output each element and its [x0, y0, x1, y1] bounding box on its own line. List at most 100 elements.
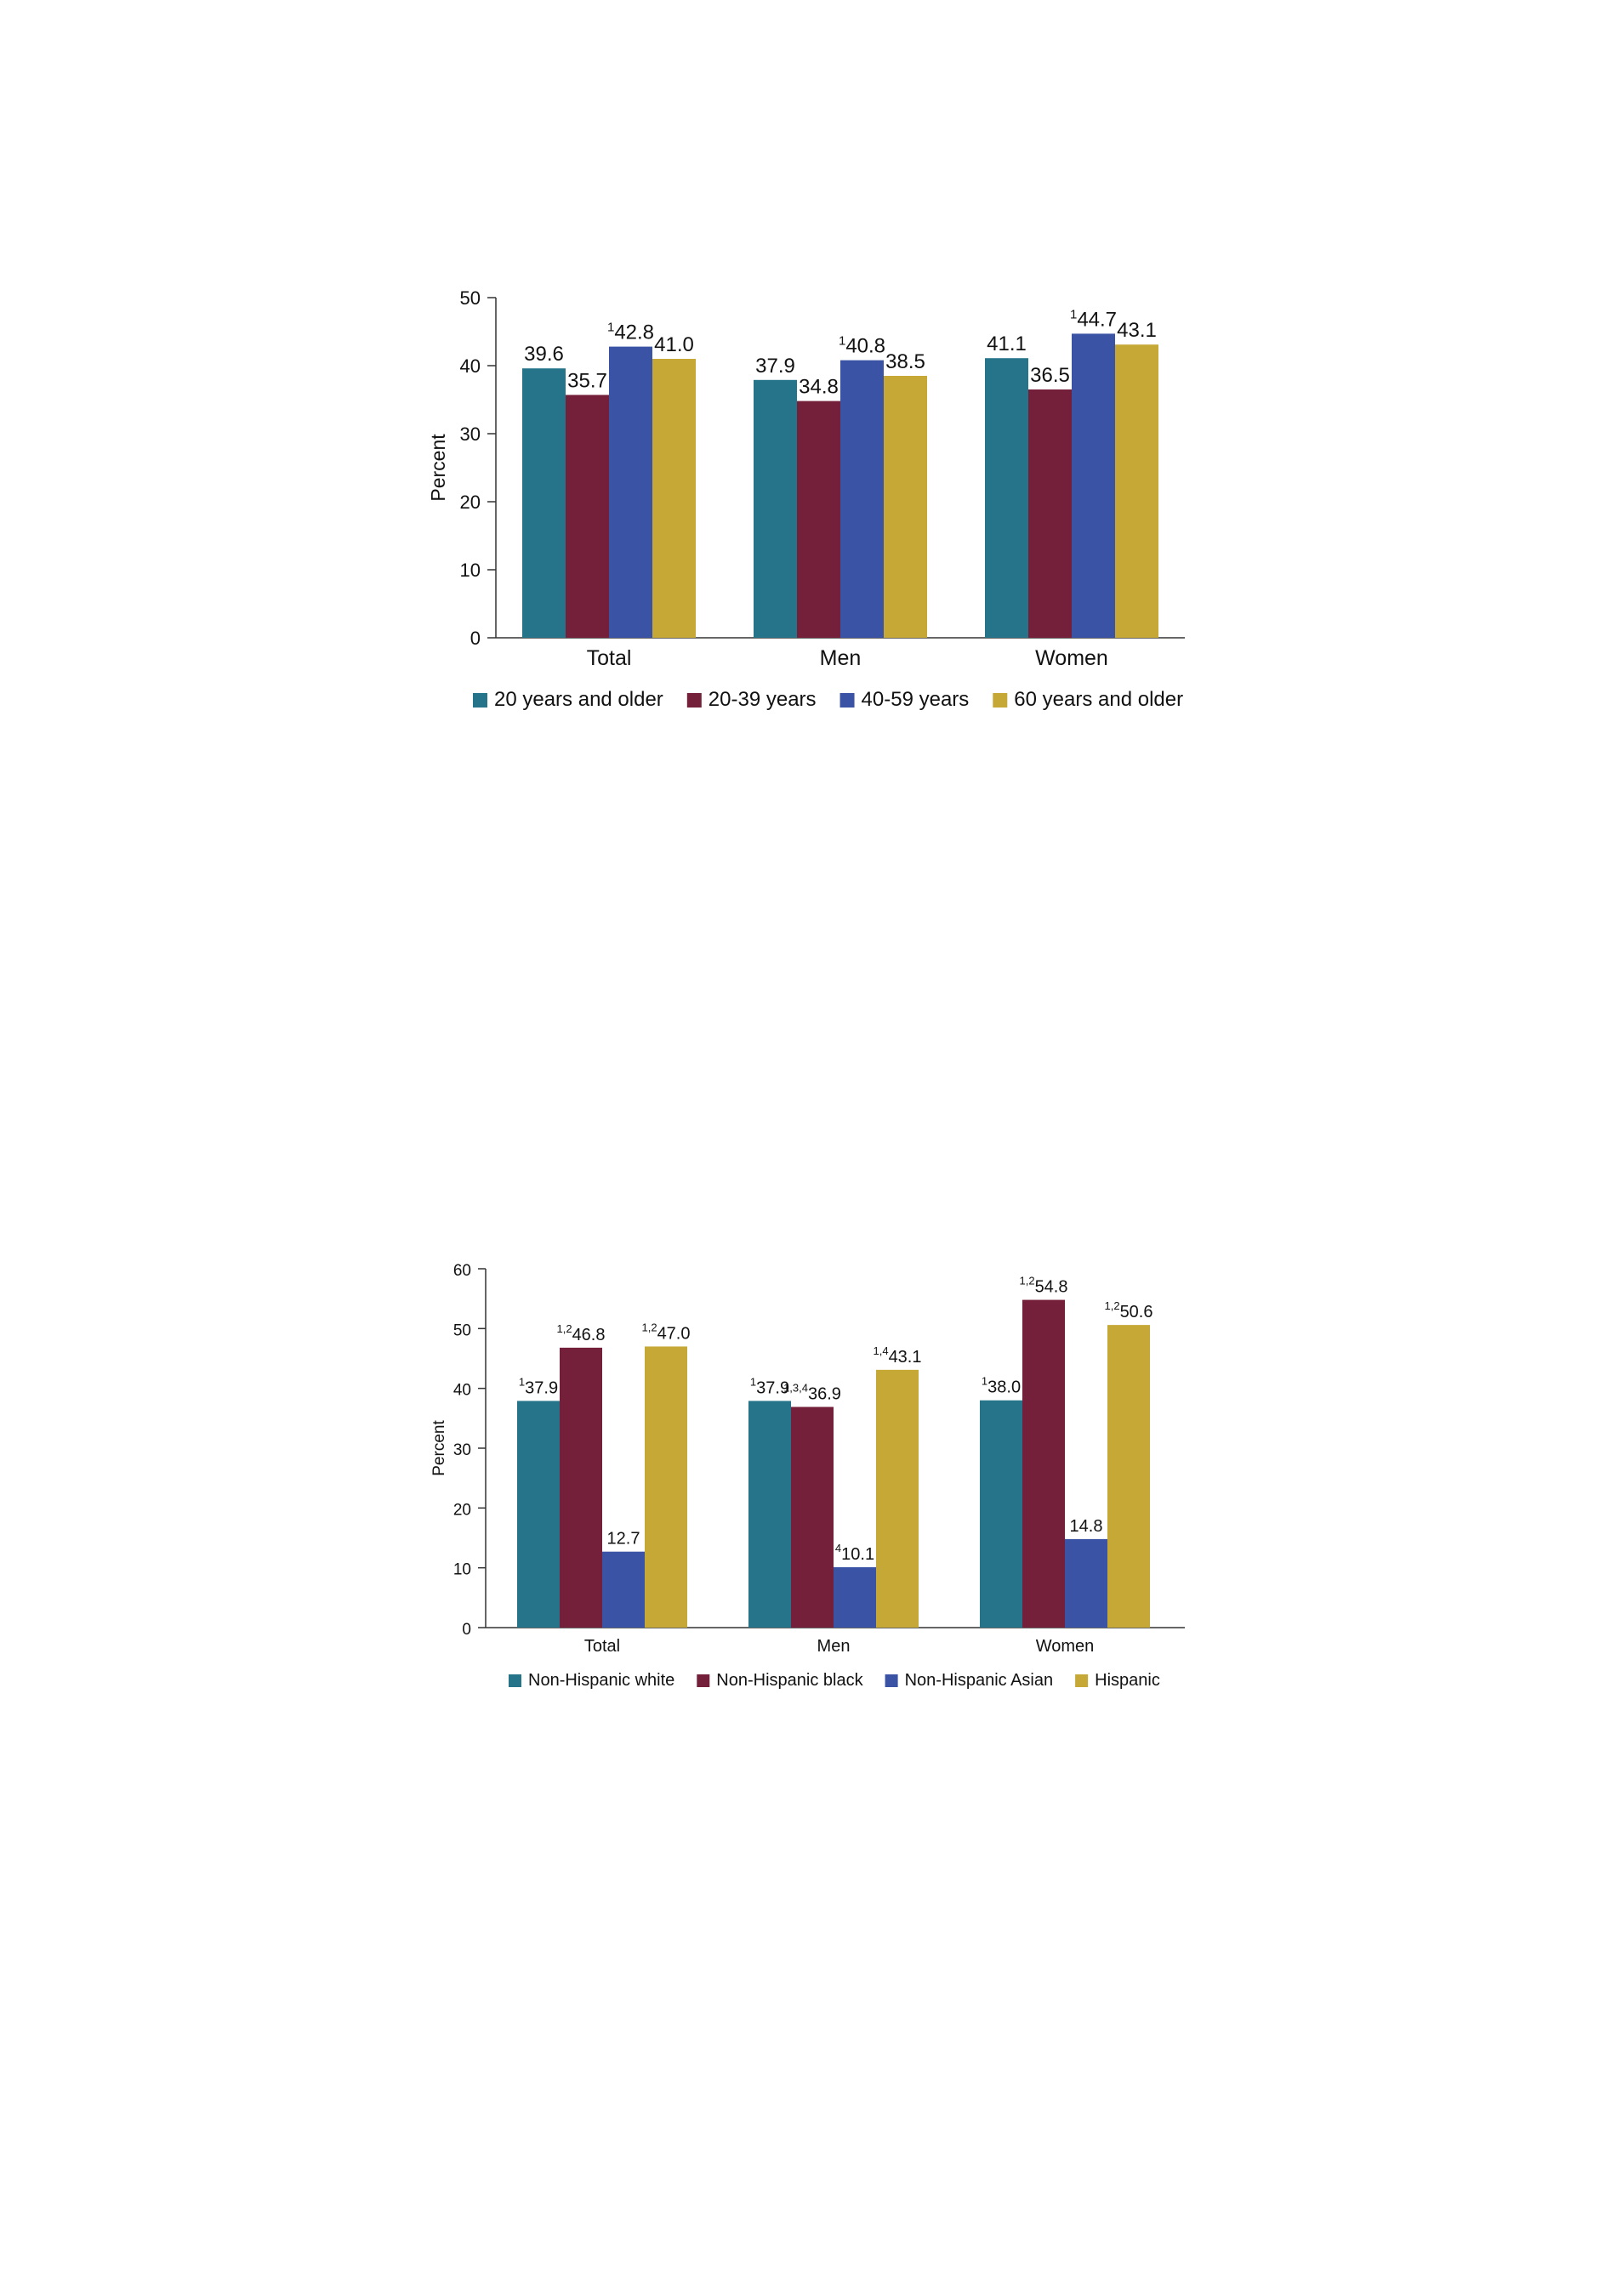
footnote-marker: 1,2 — [556, 1322, 572, 1335]
footnote-marker: 1 — [839, 334, 845, 349]
data-label: 1,247.0 — [641, 1321, 690, 1343]
footnote-marker: 1 — [607, 321, 614, 335]
bar — [517, 1401, 560, 1628]
category-label: Men — [820, 646, 862, 670]
data-value: 10.1 — [841, 1545, 874, 1564]
data-label: 36.5 — [1030, 364, 1070, 387]
data-label: 14.8 — [1070, 1517, 1103, 1536]
legend-swatch — [839, 693, 855, 708]
y-tick-label: 60 — [453, 1262, 471, 1280]
data-label: 1,3,436.9 — [783, 1381, 841, 1403]
data-label: 43.1 — [1117, 319, 1157, 342]
data-label: 140.8 — [839, 334, 885, 358]
legend-label: Non-Hispanic Asian — [905, 1671, 1054, 1690]
category-label: Total — [587, 646, 632, 670]
legend-swatch — [473, 693, 487, 708]
footnote-marker: 1 — [1070, 307, 1077, 321]
data-label: 1,250.6 — [1104, 1299, 1152, 1321]
data-value: 47.0 — [657, 1324, 691, 1343]
y-tick-label: 10 — [460, 560, 481, 581]
data-label: 41.0 — [654, 333, 694, 356]
bar — [876, 1369, 919, 1628]
data-value: 46.8 — [572, 1326, 606, 1344]
bar — [797, 401, 840, 638]
legend-label: 40-59 years — [862, 688, 970, 711]
data-label: 138.0 — [982, 1375, 1021, 1397]
y-tick-label: 40 — [453, 1382, 471, 1400]
bar — [645, 1346, 687, 1628]
bar — [560, 1347, 602, 1628]
footnote-marker: 1,2 — [641, 1321, 657, 1333]
bar — [748, 1401, 791, 1628]
data-label: 144.7 — [1070, 307, 1117, 331]
y-tick-label: 0 — [470, 628, 481, 649]
y-tick-label: 10 — [453, 1561, 471, 1579]
bar — [985, 358, 1028, 638]
y-axis-title: Percent — [430, 1420, 448, 1476]
category-label: Total — [584, 1637, 620, 1656]
bar — [1065, 1538, 1107, 1628]
data-label: 137.9 — [519, 1375, 558, 1397]
legend-swatch — [697, 1674, 710, 1687]
legend-swatch — [686, 693, 702, 708]
data-label: 410.1 — [835, 1542, 874, 1564]
data-label: 1,254.8 — [1019, 1275, 1067, 1297]
bar — [522, 368, 566, 638]
category-label: Women — [1035, 646, 1108, 670]
legend-swatch — [993, 693, 1008, 708]
bar — [1115, 344, 1158, 638]
data-value: 37.9 — [756, 1378, 789, 1397]
bar — [791, 1407, 834, 1628]
data-value: 40.8 — [845, 335, 885, 358]
bar — [566, 395, 609, 638]
footnote-marker: 4 — [835, 1542, 841, 1554]
y-axis-title: Percent — [427, 434, 449, 502]
category-label: Women — [1036, 1637, 1095, 1656]
bar — [1022, 1299, 1065, 1628]
legend-label: Hispanic — [1095, 1671, 1160, 1690]
legend-label: Non-Hispanic black — [716, 1671, 863, 1690]
category-label: Men — [817, 1637, 851, 1656]
legend-label: 20-39 years — [709, 688, 817, 711]
data-value: 54.8 — [1035, 1278, 1068, 1297]
y-tick-label: 50 — [460, 287, 481, 309]
data-value: 43.1 — [889, 1348, 922, 1367]
bar — [602, 1551, 645, 1628]
footnote-marker: 1 — [750, 1375, 756, 1388]
y-tick-label: 30 — [453, 1441, 471, 1459]
bar — [652, 359, 696, 638]
data-value: 44.7 — [1077, 308, 1117, 331]
data-label: 1,443.1 — [873, 1344, 921, 1367]
y-tick-label: 20 — [453, 1501, 471, 1519]
data-label: 142.8 — [607, 321, 654, 344]
legend-swatch — [509, 1674, 521, 1687]
data-value: 38.0 — [987, 1378, 1021, 1397]
bar — [884, 376, 927, 638]
y-tick-label: 50 — [453, 1321, 471, 1339]
bar — [1107, 1325, 1150, 1628]
legend-label: Non-Hispanic white — [528, 1671, 674, 1690]
footnote-marker: 1,2 — [1019, 1275, 1034, 1287]
bar — [840, 360, 884, 638]
footnote-marker: 1 — [519, 1375, 525, 1388]
data-label: 1,246.8 — [556, 1322, 605, 1344]
data-label: 12.7 — [607, 1530, 640, 1549]
bar — [609, 346, 652, 638]
y-tick-label: 0 — [462, 1621, 471, 1639]
data-label: 34.8 — [799, 376, 839, 399]
y-tick-label: 30 — [460, 423, 481, 445]
data-label: 137.9 — [750, 1375, 789, 1397]
data-value: 42.8 — [614, 321, 654, 344]
footnote-marker: 1,4 — [873, 1344, 888, 1357]
data-value: 37.9 — [525, 1378, 558, 1397]
bar — [834, 1566, 876, 1628]
chart-age-groups: 01020304050Percent39.635.7142.841.0Total… — [427, 287, 1185, 711]
chart-race-hispanic-origin: 0102030405060Percent137.91,246.812.71,24… — [430, 1262, 1185, 1690]
y-tick-label: 40 — [460, 355, 481, 377]
bar — [1028, 389, 1072, 638]
legend: 20 years and older 20-39 years 40-59 years… — [473, 688, 1183, 711]
footnote-marker: 1 — [982, 1375, 987, 1388]
data-label: 41.1 — [987, 332, 1027, 355]
data-label: 38.5 — [885, 350, 925, 373]
